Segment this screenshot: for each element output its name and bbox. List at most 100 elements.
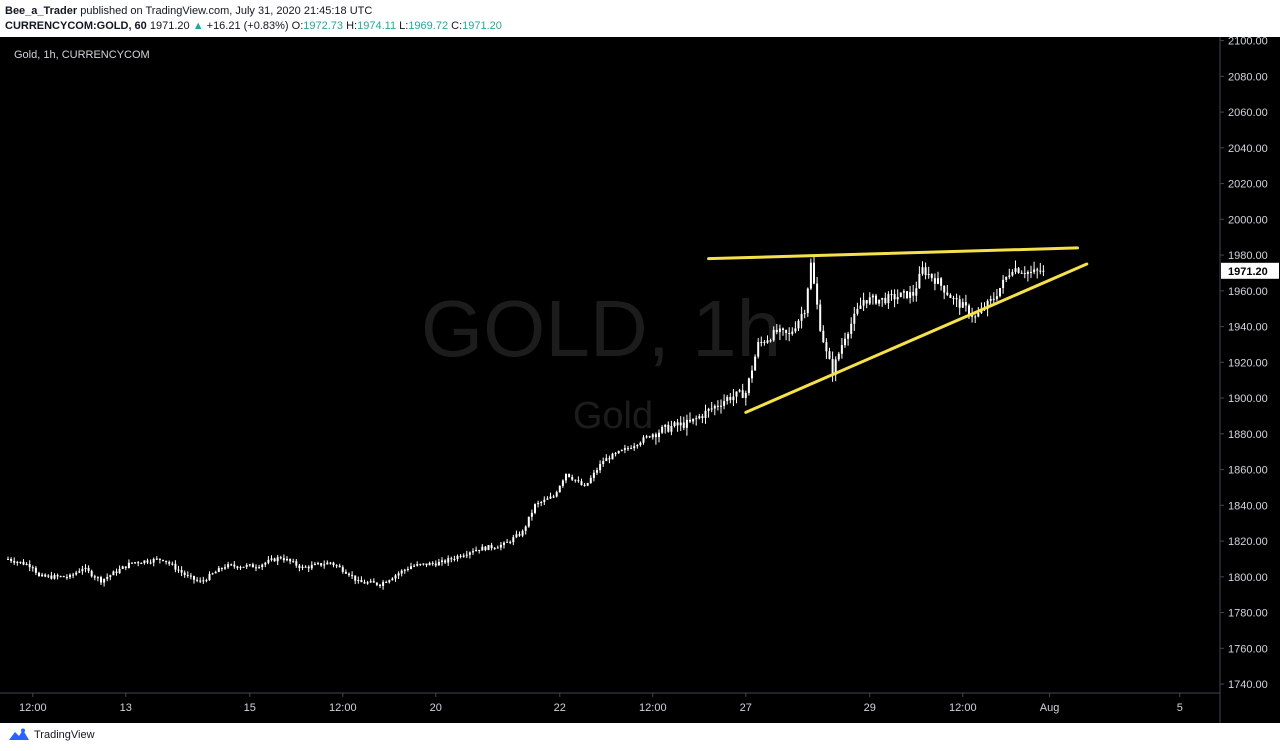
candle-body (865, 300, 868, 304)
candle-body (90, 570, 93, 577)
trendline-resistance[interactable] (707, 246, 1079, 261)
candle-body (493, 547, 496, 549)
candle-body (689, 419, 691, 422)
candle-body (149, 562, 152, 564)
candle-body (323, 564, 326, 566)
candle-body (943, 285, 946, 293)
candle-body (744, 392, 747, 398)
candle-body (165, 560, 168, 563)
candle-body (406, 568, 409, 570)
candle-body (847, 333, 850, 339)
candle-body (840, 345, 843, 354)
candle-body (899, 292, 902, 298)
candle-body (146, 560, 149, 563)
candle-body (682, 422, 685, 428)
candle-body (261, 564, 264, 568)
candle-body (878, 299, 881, 304)
candle-body (1023, 273, 1026, 275)
price-tick-label: 1840.00 (1228, 500, 1268, 512)
candle-body (716, 405, 719, 407)
time-tick-label: 12:00 (329, 702, 357, 714)
candle-body (391, 578, 394, 581)
publisher-name[interactable]: Bee_a_Trader (5, 5, 78, 17)
time-tick-label: 12:00 (19, 702, 47, 714)
trendline-support[interactable] (744, 262, 1089, 414)
candle-body (214, 571, 217, 574)
candle-body (431, 562, 434, 564)
candle-body (158, 558, 161, 560)
candle-body (775, 329, 778, 333)
last-price-label: 1971.20 (1228, 266, 1268, 278)
candle-body (875, 295, 877, 304)
time-axis[interactable]: 12:00 13 15 12:00 20 22 12:00 27 29 12:00 Aug 5 (19, 693, 1183, 714)
symbol-name[interactable]: CURRENCYCOM:GOLD, 60 (5, 20, 147, 32)
watermark-symbol: GOLD, 1h (421, 284, 781, 373)
candle-body (193, 575, 195, 580)
price-tick-label: 1820.00 (1228, 536, 1268, 548)
candle-body (667, 424, 670, 432)
candle-body (258, 567, 261, 569)
candle-body (7, 558, 9, 560)
candle-body (205, 580, 208, 582)
candle-body (267, 559, 270, 563)
published-text: published on TradingView.com, July 31, 2… (80, 5, 373, 17)
candle-body (10, 558, 13, 561)
candle-body (236, 566, 239, 568)
candle-body (499, 544, 502, 548)
candle-body (692, 418, 695, 422)
candle-body (552, 496, 555, 498)
candle-body (456, 555, 459, 559)
candle-body (344, 571, 347, 574)
candle-body (131, 562, 133, 564)
candle-body (78, 571, 81, 573)
candle-body (695, 418, 698, 420)
time-tick-label: 13 (120, 702, 132, 714)
candle-body (881, 298, 884, 300)
tradingview-logo[interactable]: TradingView (8, 728, 95, 742)
candle-body (363, 582, 366, 584)
candle-body (490, 545, 493, 549)
candle-body (909, 291, 912, 298)
candle-body (388, 580, 391, 583)
candle-body (921, 267, 924, 274)
candle-body (630, 448, 633, 450)
candle-body (1030, 271, 1032, 273)
candle-body (760, 341, 763, 343)
candle-body (971, 314, 974, 317)
candle-body (248, 564, 251, 566)
candle-body (100, 577, 102, 583)
candle-body (112, 571, 115, 576)
price-axis[interactable]: 1740.00 1760.00 1780.00 1800.00 1820.00 1840.… (1220, 36, 1268, 691)
candle-body (81, 568, 84, 572)
candlestick-chart[interactable]: GOLD, 1h Gold Gold, 1h, CURRENCYCOM 1740… (0, 36, 1280, 723)
candle-body (521, 530, 524, 536)
candle-body (614, 453, 617, 455)
candle-body (527, 516, 530, 527)
candle-body (354, 575, 357, 581)
time-tick-label: 12:00 (639, 702, 667, 714)
candle-body (211, 573, 214, 575)
candle-body (289, 558, 292, 562)
candle-body (933, 278, 936, 284)
candle-body (69, 574, 71, 578)
candle-body (199, 580, 202, 582)
candle-body (208, 573, 211, 581)
candle-body (583, 485, 586, 487)
candle-body (772, 329, 775, 341)
price-tick-label: 1860.00 (1228, 465, 1268, 477)
candle-body (292, 561, 295, 563)
candle-body (769, 340, 772, 342)
candle-body (561, 480, 564, 486)
candle-body (986, 300, 989, 309)
candle-body (747, 378, 750, 393)
candle-body (115, 571, 118, 573)
candle-body (134, 562, 137, 564)
candles-group (7, 255, 1045, 590)
candle-body (459, 555, 462, 557)
last-price: 1971.20 (149, 20, 190, 32)
candle-body (137, 562, 140, 564)
candle-body (834, 359, 837, 375)
candle-body (372, 581, 375, 583)
candle-body (109, 575, 112, 578)
chart-area[interactable]: GOLD, 1h Gold Gold, 1h, CURRENCYCOM 1740… (0, 36, 1280, 723)
